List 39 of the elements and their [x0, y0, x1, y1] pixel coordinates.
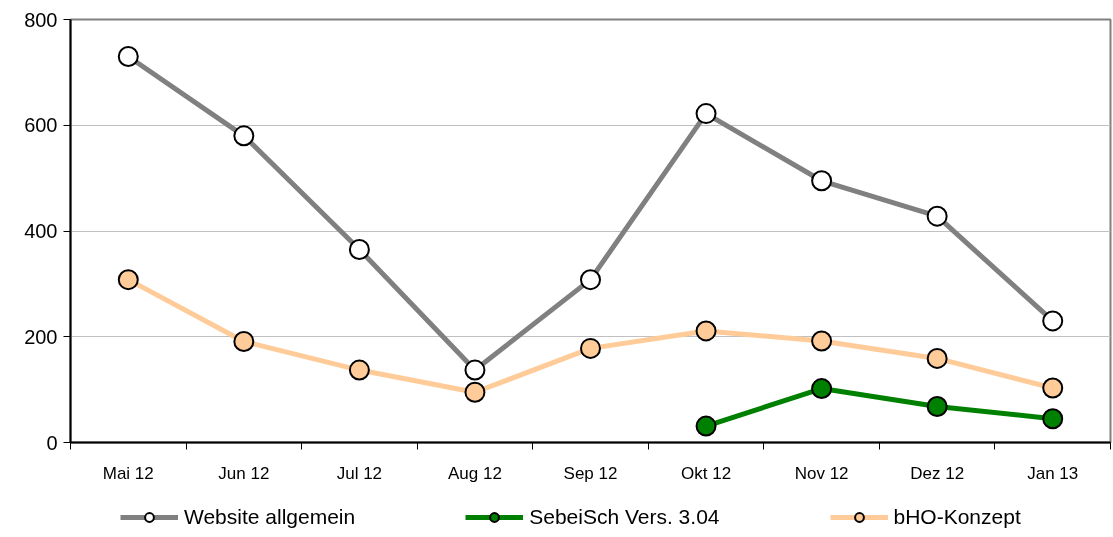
- x-tick-label: Nov 12: [794, 463, 849, 483]
- point: [1042, 310, 1064, 332]
- x-tick-label: Jun 12: [218, 463, 270, 483]
- point: [580, 337, 601, 359]
- point: [233, 125, 255, 147]
- y-tick-label: 800: [24, 8, 58, 31]
- point: [1042, 408, 1064, 430]
- legend-label: SebeiSch Vers. 3.04: [529, 505, 720, 529]
- point: [926, 347, 948, 369]
- point: [926, 396, 948, 418]
- point: [926, 205, 948, 227]
- point: [233, 331, 255, 352]
- y-tick-label: 200: [24, 325, 58, 348]
- y-tick-label: 400: [24, 220, 58, 242]
- point: [348, 239, 370, 260]
- y-tick-label: 0: [46, 431, 58, 454]
- point: [580, 269, 601, 291]
- x-tick-label: Mai 12: [102, 463, 154, 483]
- legend-label: Website allgemein: [184, 505, 356, 529]
- x-tick-label: Sep 12: [563, 463, 618, 483]
- point: [695, 415, 717, 437]
- point: [348, 359, 370, 381]
- point: [811, 330, 833, 352]
- point: [695, 103, 717, 125]
- point: [117, 46, 139, 67]
- point: [117, 269, 139, 291]
- x-tick-label: Dez 12: [910, 463, 965, 483]
- point: [1042, 377, 1064, 399]
- point: [811, 170, 833, 192]
- x-tick-label: Jul 12: [336, 463, 383, 483]
- x-tick-label: Okt 12: [681, 463, 732, 483]
- point: [464, 381, 486, 403]
- point: [695, 320, 717, 342]
- point: [811, 378, 833, 400]
- x-tick-label: Jan 13: [1027, 463, 1079, 483]
- y-tick-label: 600: [24, 114, 58, 137]
- x-tick-label: Aug 12: [448, 463, 502, 483]
- legend-label: bHO-Konzept: [893, 505, 1021, 529]
- point: [464, 359, 486, 381]
